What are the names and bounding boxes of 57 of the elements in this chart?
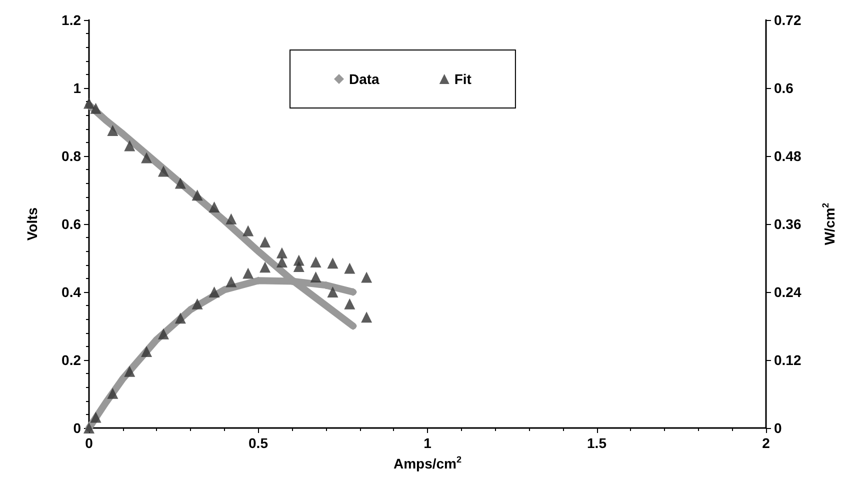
- point: [107, 125, 118, 136]
- point: [208, 202, 220, 212]
- point: [310, 256, 322, 268]
- y2-axis-title: W/cm2: [820, 202, 838, 246]
- point: [158, 166, 169, 177]
- point: [361, 312, 372, 323]
- point: [310, 272, 322, 283]
- point: [344, 298, 356, 310]
- point: [327, 286, 338, 298]
- y2-tick-label: 0.6: [774, 80, 794, 96]
- point: [276, 247, 288, 258]
- legend-label: Data: [349, 71, 380, 87]
- y-tick-label: 0.2: [62, 352, 82, 368]
- point: [107, 388, 118, 399]
- point: [293, 254, 304, 266]
- point: [192, 298, 203, 310]
- y-tick-label: 1: [73, 80, 82, 96]
- y-axis-title: Volts: [24, 207, 40, 241]
- x-tick-label: 2: [762, 435, 770, 451]
- y-tick-label: 0.6: [62, 216, 82, 232]
- y-tick-label: 0.8: [62, 148, 82, 164]
- y2-tick-label: 0.36: [774, 216, 802, 232]
- point: [226, 276, 237, 288]
- point: [208, 286, 220, 298]
- y2-tick-label: 0.24: [774, 284, 802, 300]
- point: [141, 346, 152, 357]
- x-tick-label: 1.5: [587, 435, 607, 451]
- y-tick-label: 0.4: [62, 284, 82, 300]
- point: [124, 140, 136, 152]
- point: [226, 213, 237, 224]
- legend-label: Fit: [454, 71, 472, 87]
- point: [276, 256, 288, 268]
- y2-tick-label: 0.48: [774, 148, 802, 164]
- point: [192, 190, 203, 201]
- point: [361, 272, 372, 283]
- point: [344, 262, 356, 274]
- point: [174, 178, 186, 189]
- y2-tick-label: 0: [774, 420, 782, 436]
- point: [84, 98, 94, 109]
- point: [141, 152, 152, 164]
- point: [242, 225, 254, 236]
- point: [260, 262, 271, 273]
- y-tick-label: 0: [73, 420, 82, 436]
- point: [158, 328, 169, 340]
- point: [90, 102, 102, 114]
- y2-tick-label: 0.72: [774, 12, 802, 28]
- y2-tick-label: 0.12: [774, 352, 802, 368]
- point: [260, 236, 271, 248]
- point: [327, 258, 338, 269]
- point: [90, 412, 102, 423]
- y-tick-label: 1.2: [62, 12, 82, 28]
- point: [124, 366, 136, 377]
- point: [174, 312, 186, 324]
- x-tick-label: 0: [85, 435, 94, 451]
- x-tick-label: 1: [424, 435, 432, 451]
- x-tick-label: 0.5: [248, 435, 268, 451]
- point: [242, 268, 254, 279]
